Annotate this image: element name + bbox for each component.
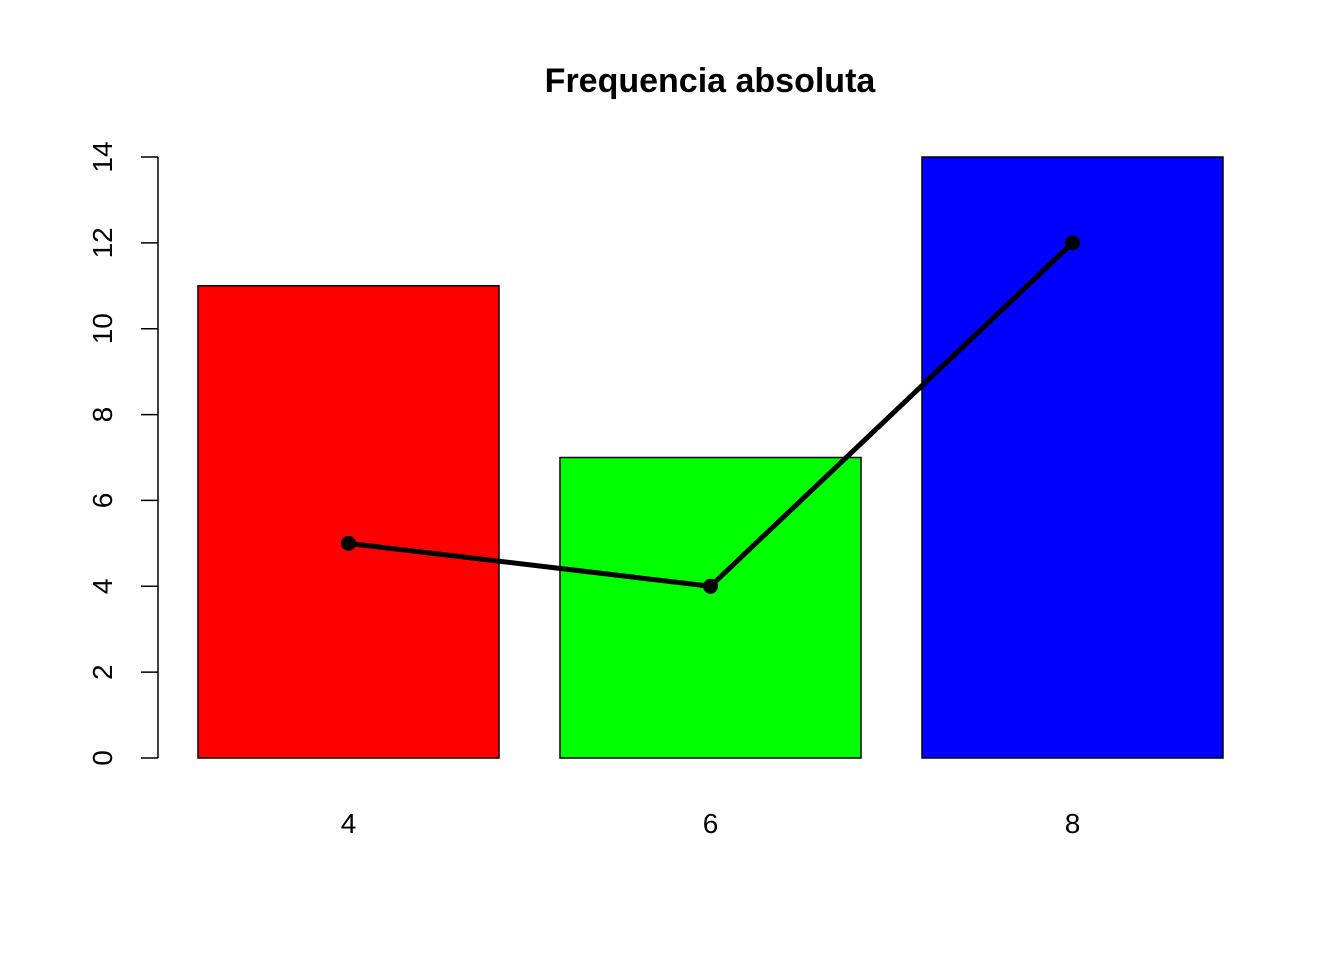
y-tick-label: 12	[87, 227, 118, 258]
line-point-marker	[1065, 235, 1080, 251]
y-tick-label: 0	[87, 750, 118, 766]
y-tick-label: 6	[87, 493, 118, 509]
overlay-line-group	[341, 235, 1080, 594]
y-tick-label: 4	[87, 578, 118, 594]
bar-8	[921, 156, 1224, 759]
y-tick-label: 2	[87, 664, 118, 680]
y-tick-label: 10	[87, 313, 118, 344]
y-axis: 0 2 4 6 8 10 12 14	[87, 141, 159, 766]
line-point-marker	[341, 535, 356, 551]
x-tick-label: 8	[1065, 808, 1081, 839]
line-point-marker	[703, 578, 718, 594]
bars-group	[197, 156, 1224, 759]
chart-title: Frequencia absoluta	[545, 62, 877, 100]
y-tick-label: 14	[87, 141, 118, 172]
bar-6	[559, 456, 862, 759]
x-tick-label: 4	[341, 808, 357, 839]
bar-4	[197, 285, 500, 759]
y-tick-label: 8	[87, 407, 118, 423]
x-axis-labels: 4 6 8	[341, 808, 1081, 839]
x-tick-label: 6	[703, 808, 719, 839]
